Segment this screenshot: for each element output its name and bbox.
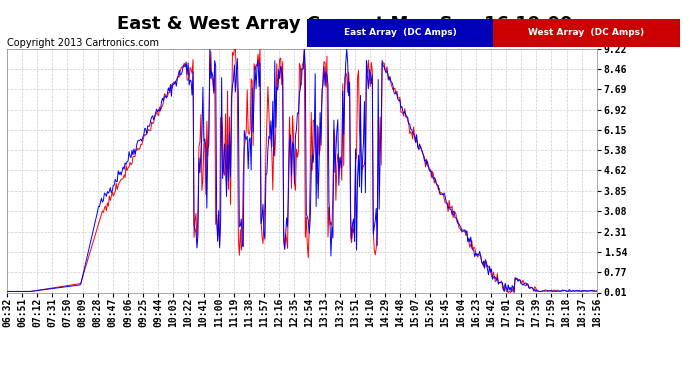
Text: Copyright 2013 Cartronics.com: Copyright 2013 Cartronics.com [7,38,159,48]
Text: East Array  (DC Amps): East Array (DC Amps) [344,28,457,38]
Text: East & West Array Current Mon Sep 16 19:00: East & West Array Current Mon Sep 16 19:… [117,15,573,33]
Text: West Array  (DC Amps): West Array (DC Amps) [529,28,644,38]
